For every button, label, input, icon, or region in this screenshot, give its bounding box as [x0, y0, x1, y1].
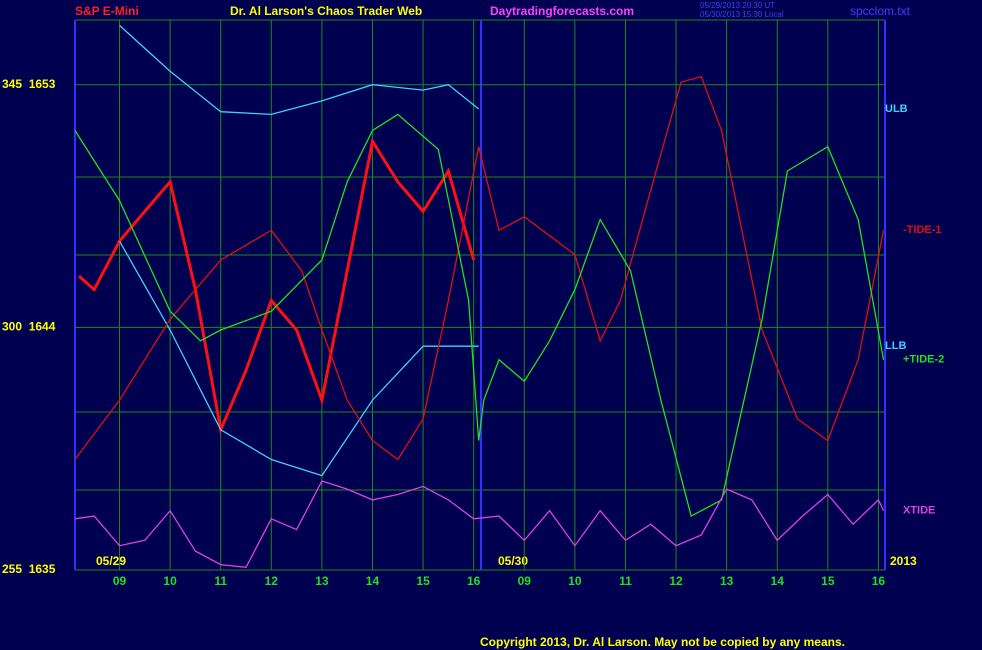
- stamp: 05/29/2013 20:30 UT: [700, 1, 775, 10]
- y-tick-label: 300 1644: [2, 320, 56, 334]
- x-tick-label: 15: [821, 574, 835, 588]
- x-tick-label: 12: [265, 574, 279, 588]
- x-tick-label: 16: [467, 574, 481, 588]
- series-line: [78, 137, 476, 435]
- y-tick-label: 345 1653: [2, 77, 56, 91]
- x-tick-label: 10: [163, 574, 177, 588]
- x-tick-label: 11: [214, 574, 227, 588]
- x-tick-label: 09: [113, 574, 127, 588]
- series-label: +TIDE-2: [903, 354, 944, 366]
- date-label: 05/30: [498, 554, 528, 568]
- header-title: Dr. Al Larson's Chaos Trader Web: [230, 4, 422, 18]
- series-label: ULB: [885, 103, 908, 115]
- series-label: -TIDE-1: [903, 224, 942, 236]
- date-label: 05/29: [96, 554, 126, 568]
- x-tick-label: 13: [720, 574, 734, 588]
- x-tick-label: 16: [872, 574, 886, 588]
- x-tick-label: 15: [416, 574, 430, 588]
- series-label: LLB: [885, 340, 906, 352]
- x-tick-label: 14: [771, 574, 785, 588]
- series-line: [119, 24, 480, 116]
- x-tick-label: 13: [315, 574, 329, 588]
- site: Daytradingforecasts.com: [490, 4, 634, 18]
- x-tick-label: 14: [366, 574, 380, 588]
- x-tick-label: 12: [669, 574, 683, 588]
- x-tick-label: 10: [568, 574, 582, 588]
- series-line: [118, 240, 479, 477]
- x-tick-label: 09: [518, 574, 532, 588]
- chart-title: S&P E-Mini: [75, 4, 139, 18]
- stamp: 05/30/2013 15:30 Local: [700, 10, 784, 19]
- series-line: [74, 113, 885, 518]
- date-label: 2013: [890, 554, 917, 568]
- series-line: [74, 75, 885, 461]
- x-tick-label: 11: [619, 574, 632, 588]
- series-label: XTIDE: [903, 505, 935, 517]
- series-line: [74, 480, 885, 568]
- y-tick-label: 255 1635: [2, 562, 56, 576]
- copyright: Copyright 2013, Dr. Al Larson. May not b…: [480, 635, 845, 649]
- file: spcclom.txt: [850, 4, 911, 18]
